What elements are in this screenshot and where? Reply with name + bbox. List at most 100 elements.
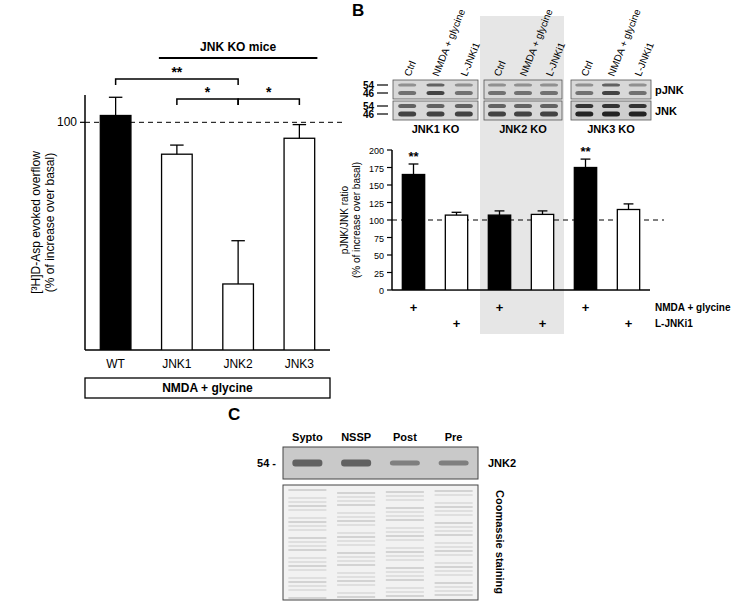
bar (574, 168, 596, 291)
gel-band (288, 505, 326, 506)
gel-band (386, 588, 424, 589)
bar (284, 138, 315, 350)
x-tick-label: WT (106, 357, 125, 371)
band (455, 84, 473, 87)
condition-mark: + (496, 300, 504, 315)
gel-band (435, 566, 473, 567)
gel-band (435, 575, 473, 576)
coomassie-lanes (288, 490, 472, 598)
y-tick-label: 50 (374, 251, 384, 261)
error-bar (624, 204, 634, 210)
gel-band (337, 536, 375, 537)
gel-band (386, 548, 424, 549)
band (398, 84, 416, 87)
error-bar (170, 145, 183, 154)
bar (402, 175, 424, 291)
gel-band (386, 595, 424, 596)
genotype-label: JNK3 KO (587, 123, 635, 135)
condition-mark: + (453, 316, 461, 331)
condition-mark: + (582, 300, 590, 315)
genotype-label: JNK1 KO (412, 123, 460, 135)
band (398, 104, 416, 108)
gel-band (337, 577, 375, 578)
y-tick (387, 149, 392, 150)
band (341, 460, 371, 467)
gel-band (435, 522, 473, 523)
gel-band (337, 517, 375, 518)
gel-band (386, 556, 424, 557)
y-tick (387, 272, 392, 273)
band (427, 112, 445, 117)
gel-band (435, 550, 473, 551)
gel-band (386, 560, 424, 561)
gel-band (288, 526, 326, 527)
band (629, 91, 647, 95)
gel-band (435, 591, 473, 592)
genotype-label: JNK2 KO (499, 123, 547, 135)
gel-band (386, 519, 424, 520)
treatment-label: NMDA + glycine (162, 381, 253, 395)
y-tick-label: 200 (369, 146, 384, 156)
band-label: JNK2 (488, 457, 516, 469)
blot (571, 80, 651, 120)
gel-band (435, 515, 473, 516)
y-axis (84, 95, 86, 350)
gel-band (386, 532, 424, 533)
gel-band (386, 551, 424, 552)
error-bar (495, 211, 505, 215)
gel-band (435, 563, 473, 564)
error-bar (409, 164, 419, 175)
band (602, 112, 620, 117)
lane-label: Ctrl (579, 59, 595, 78)
error-bar (538, 211, 548, 215)
y-tick-label: 25 (374, 269, 384, 279)
blot-strip (283, 447, 478, 479)
gel-band (386, 579, 424, 580)
band (629, 112, 647, 117)
band (488, 84, 506, 87)
gel-band (337, 513, 375, 514)
gel-band (337, 520, 375, 521)
band (427, 84, 445, 87)
bar (100, 115, 131, 350)
gel-band (435, 571, 473, 572)
condition-label: L-JNKi1 (655, 318, 693, 329)
mw-marker: 46 (363, 88, 375, 99)
band (514, 91, 532, 95)
y-tick (387, 202, 392, 203)
mw-tick (377, 105, 388, 106)
y-axis-label: (% of increase over basal) (43, 153, 57, 292)
x-tick-label: JNK2 (223, 357, 253, 371)
y-axis-label: (% of increase over basal) (351, 162, 362, 278)
band (398, 91, 416, 95)
coomassie-gel (283, 485, 478, 600)
gel-band (288, 581, 326, 582)
gel-band (288, 530, 326, 531)
y-tick (387, 184, 392, 185)
mw-marker: 46 (363, 109, 375, 120)
band-label: pJNK (655, 84, 684, 96)
gel-band (337, 533, 375, 534)
gel-band (386, 528, 424, 529)
gel-band (337, 492, 375, 493)
gel-band (337, 541, 375, 542)
condition-mark: + (539, 316, 547, 331)
band (540, 84, 558, 87)
band (439, 461, 469, 466)
gel-band (288, 542, 326, 543)
lane-label: Ctrl (402, 59, 418, 78)
treatment-box (85, 378, 330, 398)
band (575, 84, 593, 87)
lane-label: L-JNKi1 (632, 40, 656, 78)
blot-strip (571, 101, 651, 120)
gel-band (337, 585, 375, 586)
gel-band (435, 531, 473, 532)
y-tick (387, 167, 392, 168)
blot (484, 80, 562, 120)
x-tick-label: JNK1 (162, 357, 192, 371)
significance-label: ** (580, 144, 591, 159)
y-tick-label: 150 (369, 181, 384, 191)
y-tick-label: 175 (369, 164, 384, 174)
condition-label: NMDA + glycine (655, 302, 731, 313)
gel-band (386, 500, 424, 501)
